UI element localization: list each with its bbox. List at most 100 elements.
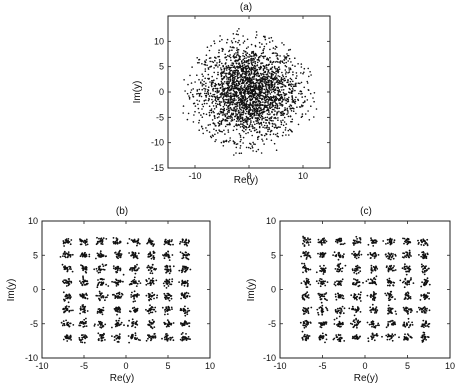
scatter-point	[247, 77, 249, 79]
scatter-point	[184, 310, 187, 312]
scatter-point	[251, 134, 253, 137]
scatter-point	[217, 132, 219, 134]
scatter-point	[231, 79, 234, 82]
scatter-point	[242, 91, 245, 94]
scatter-point	[288, 105, 291, 108]
scatter-point	[265, 85, 267, 88]
scatter-point	[165, 282, 168, 285]
scatter-point	[259, 46, 261, 48]
scatter-point	[341, 278, 344, 281]
scatter-point	[302, 72, 304, 75]
scatter-point	[265, 93, 267, 96]
scatter-point	[215, 64, 217, 67]
scatter-point	[307, 67, 310, 70]
scatter-point	[132, 321, 135, 323]
scatter-point	[304, 281, 307, 284]
scatter-point	[275, 75, 277, 77]
scatter-point	[254, 103, 256, 106]
scatter-point	[254, 143, 256, 146]
scatter-point	[252, 90, 254, 92]
scatter-point	[86, 282, 89, 285]
scatter-point	[237, 105, 239, 107]
scatter-point	[292, 83, 294, 86]
scatter-point	[252, 50, 255, 53]
scatter-point	[229, 76, 231, 79]
scatter-point	[299, 321, 302, 324]
scatter-point	[151, 292, 154, 294]
scatter-point	[355, 309, 357, 311]
scatter-point	[388, 284, 391, 287]
scatter-point	[106, 294, 109, 297]
scatter-point	[231, 98, 233, 100]
scatter-point	[231, 46, 233, 49]
scatter-point	[246, 110, 248, 113]
scatter-point	[262, 81, 264, 83]
scatter-point	[216, 90, 219, 92]
scatter-point	[281, 105, 284, 107]
scatter-point	[303, 71, 305, 74]
scatter-point	[100, 335, 103, 338]
scatter-point	[217, 73, 219, 76]
scatter-point	[247, 56, 249, 58]
scatter-point	[66, 256, 69, 259]
scatter-point	[166, 309, 169, 312]
scatter-point	[299, 82, 301, 85]
scatter-point	[243, 77, 246, 79]
scatter-point	[305, 292, 307, 295]
scatter-point	[258, 82, 260, 85]
scatter-point	[269, 56, 271, 59]
scatter-point	[262, 126, 264, 128]
scatter-point	[283, 94, 286, 97]
scatter-point	[270, 84, 273, 86]
scatter-point	[302, 235, 304, 238]
scatter-point	[280, 97, 283, 99]
scatter-point	[229, 80, 232, 82]
scatter-point	[111, 335, 113, 337]
scatter-point	[148, 299, 151, 302]
scatter-point	[235, 92, 237, 95]
scatter-point	[335, 255, 337, 258]
scatter-point	[342, 312, 345, 315]
scatter-point	[136, 295, 138, 298]
scatter-point	[237, 110, 239, 112]
scatter-point	[246, 88, 248, 91]
scatter-point	[260, 152, 263, 154]
scatter-point	[245, 86, 247, 89]
scatter-point	[99, 238, 102, 240]
scatter-point	[149, 311, 152, 314]
scatter-point	[85, 244, 87, 246]
scatter-point	[240, 114, 242, 116]
scatter-point	[280, 120, 282, 122]
scatter-point	[244, 98, 247, 100]
scatter-point	[321, 304, 324, 307]
scatter-point	[180, 297, 183, 300]
scatter-point	[67, 301, 70, 304]
scatter-point	[252, 141, 254, 144]
scatter-point	[260, 92, 262, 95]
scatter-point	[257, 121, 260, 124]
scatter-point	[321, 323, 324, 326]
scatter-point	[285, 71, 288, 73]
scatter-point	[250, 94, 252, 97]
scatter-point	[113, 242, 115, 245]
scatter-point	[236, 30, 239, 32]
scatter-point	[62, 241, 65, 244]
scatter-point	[135, 285, 138, 287]
scatter-point	[279, 90, 281, 93]
scatter-point	[200, 81, 202, 83]
scatter-point	[276, 105, 279, 108]
scatter-point	[259, 102, 261, 105]
scatter-point	[284, 57, 286, 59]
scatter-point	[258, 110, 261, 112]
scatter-point	[297, 63, 299, 65]
scatter-point	[152, 282, 155, 285]
scatter-point	[155, 279, 158, 282]
scatter-point	[210, 109, 213, 112]
scatter-point	[247, 96, 250, 98]
scatter-point	[300, 282, 303, 284]
scatter-point	[279, 62, 282, 64]
scatter-point	[320, 326, 323, 329]
scatter-point	[292, 73, 294, 76]
scatter-point	[214, 87, 217, 90]
scatter-point	[219, 83, 222, 86]
